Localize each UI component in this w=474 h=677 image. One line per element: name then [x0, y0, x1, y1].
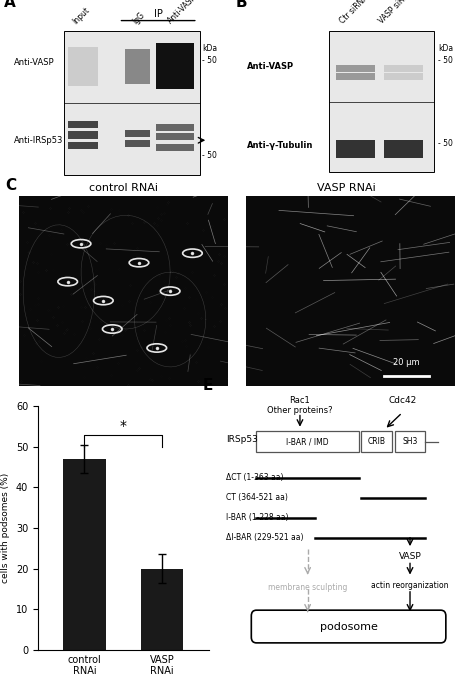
Text: *: *: [120, 418, 127, 433]
Text: podosome: podosome: [319, 621, 377, 632]
Text: IgG: IgG: [131, 10, 146, 26]
Bar: [384, 140, 423, 158]
Bar: [68, 142, 98, 149]
Text: Anti-γ-Tubulin: Anti-γ-Tubulin: [246, 141, 313, 150]
Text: Anti-IRSp53: Anti-IRSp53: [14, 136, 64, 145]
Bar: [125, 140, 150, 148]
Bar: [64, 31, 200, 175]
Bar: [68, 121, 98, 128]
Bar: [63, 459, 106, 650]
Bar: [141, 569, 183, 650]
Text: IRSp53: IRSp53: [226, 435, 257, 444]
Y-axis label: cells with podsomes (%): cells with podsomes (%): [1, 473, 10, 583]
Bar: [156, 43, 193, 89]
Bar: [125, 49, 150, 84]
Text: C: C: [5, 177, 17, 192]
FancyBboxPatch shape: [256, 431, 359, 452]
Text: kDa: kDa: [438, 43, 454, 53]
Bar: [384, 73, 423, 81]
Text: membrane sculpting: membrane sculpting: [268, 583, 347, 592]
Bar: [156, 125, 193, 131]
Text: I-BAR (1-228 aa): I-BAR (1-228 aa): [226, 513, 288, 522]
Bar: [156, 144, 193, 151]
Text: - 50: - 50: [202, 56, 217, 65]
Bar: [156, 133, 193, 140]
Bar: [246, 196, 456, 386]
Text: SH3: SH3: [402, 437, 418, 446]
FancyBboxPatch shape: [251, 610, 446, 643]
Text: Anti-VASP: Anti-VASP: [14, 58, 55, 67]
Text: CRIB: CRIB: [368, 437, 386, 446]
Text: Input: Input: [71, 5, 91, 26]
Text: Cdc42: Cdc42: [388, 395, 417, 404]
Text: A: A: [4, 0, 16, 10]
Text: ΔI-BAR (229-521 aa): ΔI-BAR (229-521 aa): [226, 533, 303, 542]
Text: - 50: - 50: [438, 139, 453, 148]
Text: control RNAi: control RNAi: [89, 183, 158, 192]
Bar: [125, 130, 150, 137]
Text: VASP RNAi: VASP RNAi: [317, 183, 375, 192]
Text: VASP: VASP: [399, 552, 421, 561]
Text: - 50: - 50: [202, 151, 217, 160]
Text: Anti-VASP: Anti-VASP: [166, 0, 199, 26]
Text: actin reorganization: actin reorganization: [371, 581, 449, 590]
Text: Anti-VASP: Anti-VASP: [246, 62, 293, 71]
FancyBboxPatch shape: [361, 431, 392, 452]
Text: IP: IP: [154, 9, 163, 19]
Text: kDa: kDa: [202, 43, 217, 53]
Text: Ctr siRNA: Ctr siRNA: [338, 0, 370, 26]
Bar: [336, 140, 375, 158]
Text: ΔCT (1-363 aa): ΔCT (1-363 aa): [226, 473, 283, 483]
Text: E: E: [203, 378, 213, 393]
Text: CT (364-521 aa): CT (364-521 aa): [226, 494, 288, 502]
Text: I-BAR / IMD: I-BAR / IMD: [286, 437, 329, 446]
Bar: [336, 73, 375, 81]
Bar: [329, 31, 434, 172]
Bar: [68, 47, 98, 86]
Text: Rac1
Other proteins?: Rac1 Other proteins?: [267, 395, 333, 415]
Bar: [384, 64, 423, 72]
Text: - 50: - 50: [438, 56, 453, 65]
Bar: [336, 64, 375, 72]
Bar: [68, 131, 98, 139]
Text: 20 μm: 20 μm: [393, 358, 419, 367]
Text: VASP siRNA: VASP siRNA: [377, 0, 415, 26]
Text: B: B: [236, 0, 247, 10]
FancyBboxPatch shape: [395, 431, 425, 452]
Bar: [18, 196, 228, 386]
